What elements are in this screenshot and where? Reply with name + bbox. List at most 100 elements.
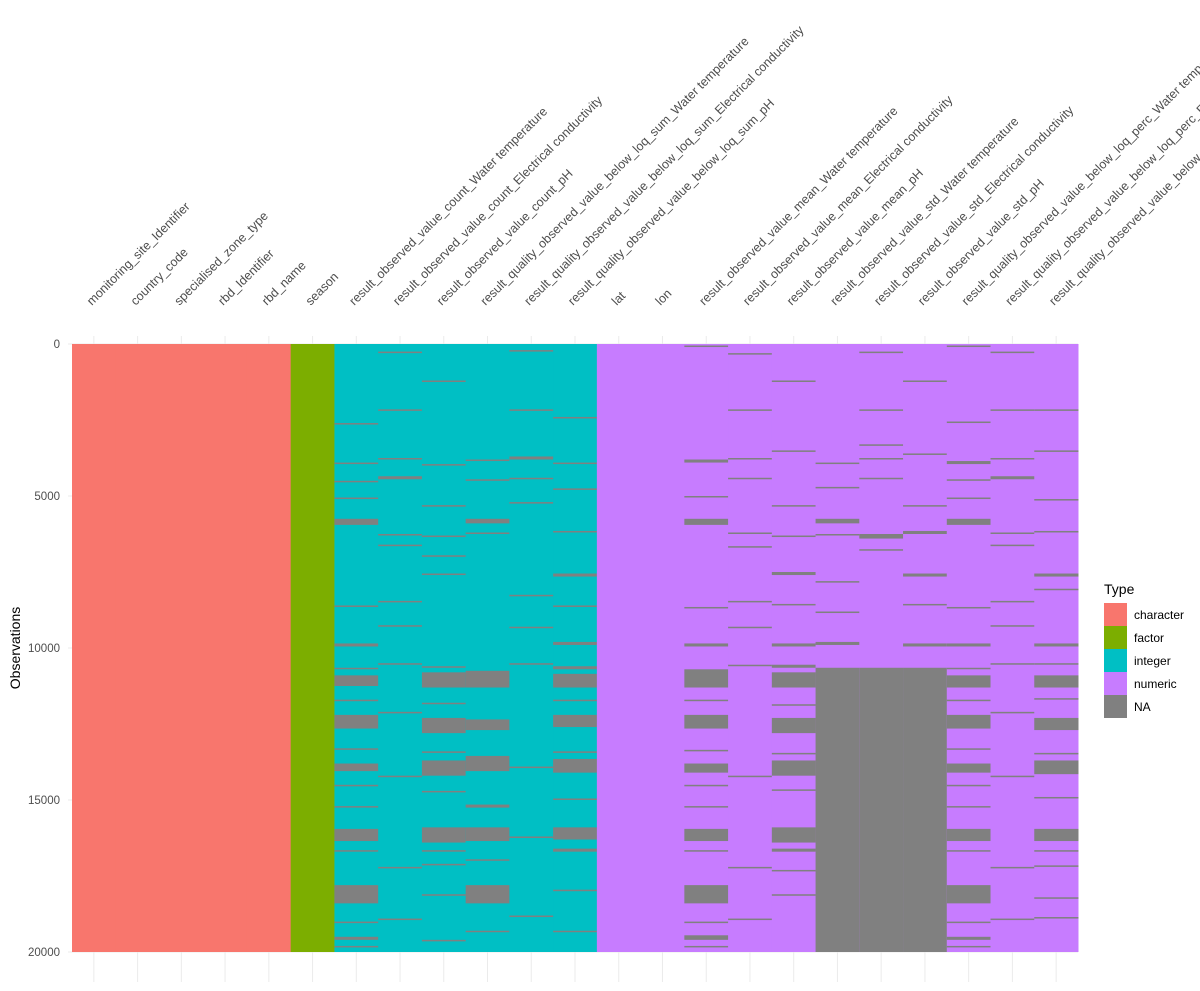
legend-label: numeric bbox=[1134, 677, 1177, 691]
missing-band bbox=[334, 675, 379, 686]
missing-band bbox=[990, 663, 1035, 665]
missing-band bbox=[421, 863, 467, 866]
column-tile bbox=[509, 344, 554, 952]
missing-band bbox=[378, 775, 423, 778]
missing-band bbox=[728, 626, 773, 629]
missing-band bbox=[771, 603, 817, 606]
column-label: lon bbox=[653, 286, 675, 308]
missing-band bbox=[815, 534, 860, 536]
missing-band bbox=[553, 462, 598, 465]
legend-label: character bbox=[1134, 608, 1184, 622]
missing-band bbox=[1034, 573, 1079, 577]
missing-band bbox=[553, 641, 598, 645]
y-axis-ticks: 0 5000 10000 15000 20000 bbox=[28, 339, 60, 959]
missing-band bbox=[946, 784, 992, 787]
column-label: result_observed_value_mean_Water tempera… bbox=[696, 104, 900, 308]
missing-band bbox=[684, 459, 729, 463]
column-label: result_quality_observed_value_below_loq_… bbox=[521, 23, 807, 309]
missing-band bbox=[465, 755, 510, 772]
missing-band bbox=[553, 530, 598, 533]
missing-band bbox=[728, 918, 773, 921]
missing-band bbox=[421, 555, 467, 557]
missing-band bbox=[509, 456, 554, 460]
missing-band bbox=[684, 784, 729, 787]
missing-band bbox=[859, 667, 904, 952]
missing-band bbox=[946, 345, 992, 348]
missing-band bbox=[509, 594, 554, 597]
missing-band bbox=[465, 459, 510, 462]
missing-band bbox=[990, 544, 1035, 547]
missing-band bbox=[421, 535, 467, 538]
legend: Type character factor integer numeric NA bbox=[1104, 581, 1184, 718]
missing-band bbox=[553, 827, 598, 840]
legend-label: NA bbox=[1134, 700, 1151, 714]
missing-band bbox=[509, 350, 554, 352]
missing-band bbox=[990, 625, 1035, 627]
missing-band bbox=[684, 850, 729, 852]
missing-band bbox=[553, 699, 598, 702]
column-tile bbox=[596, 344, 642, 952]
missing-band bbox=[684, 885, 729, 904]
missing-band bbox=[421, 672, 467, 688]
legend-swatch bbox=[1104, 603, 1127, 626]
missing-band bbox=[815, 611, 860, 614]
missing-band bbox=[553, 751, 598, 753]
missing-band bbox=[334, 423, 379, 425]
y-tick-label: 0 bbox=[54, 339, 60, 351]
column-label: result_observed_value_mean_Electrical co… bbox=[740, 92, 956, 308]
missing-band bbox=[1034, 450, 1079, 452]
legend-swatch bbox=[1104, 626, 1127, 649]
missing-band bbox=[509, 502, 554, 504]
missing-band bbox=[859, 444, 904, 446]
missing-band bbox=[378, 625, 423, 627]
missing-band bbox=[771, 664, 817, 668]
missing-band bbox=[553, 758, 598, 773]
missing-band bbox=[990, 409, 1035, 411]
legend-label: factor bbox=[1134, 631, 1164, 645]
missing-band bbox=[509, 477, 554, 480]
missing-band bbox=[684, 606, 729, 609]
missing-band bbox=[553, 930, 598, 933]
missing-band bbox=[771, 717, 817, 734]
y-tick-label: 5000 bbox=[34, 491, 60, 503]
missing-band bbox=[771, 450, 817, 452]
missing-band bbox=[815, 462, 860, 465]
missing-band bbox=[421, 827, 467, 843]
missing-band bbox=[378, 663, 423, 665]
missing-band bbox=[334, 605, 379, 607]
missing-band bbox=[421, 380, 467, 382]
missing-band bbox=[334, 480, 379, 483]
missing-band bbox=[334, 936, 379, 940]
missing-band bbox=[334, 667, 379, 670]
missing-band bbox=[334, 497, 379, 500]
missing-band bbox=[946, 421, 992, 424]
column-label: result_observed_value_count_Electrical c… bbox=[390, 93, 605, 308]
missing-band bbox=[815, 486, 860, 489]
missing-band bbox=[728, 477, 773, 480]
missing-band bbox=[684, 714, 729, 729]
missing-band bbox=[728, 409, 773, 411]
missing-band bbox=[334, 850, 379, 852]
missing-band bbox=[815, 667, 860, 952]
missing-band bbox=[684, 921, 729, 924]
column-tile bbox=[990, 344, 1035, 952]
missing-band bbox=[946, 461, 992, 465]
missing-band bbox=[378, 918, 423, 921]
missing-band bbox=[378, 458, 423, 460]
legend-title: Type bbox=[1104, 581, 1135, 597]
missing-band bbox=[1034, 850, 1079, 852]
missing-band bbox=[1034, 828, 1079, 842]
missing-band bbox=[771, 672, 817, 688]
missing-band bbox=[771, 827, 817, 843]
missing-band bbox=[378, 600, 423, 603]
missing-band bbox=[553, 673, 598, 688]
missing-band bbox=[903, 643, 948, 647]
missing-band bbox=[946, 850, 992, 852]
missing-band bbox=[465, 804, 510, 808]
missing-band bbox=[728, 664, 773, 667]
missing-band bbox=[903, 380, 948, 382]
missing-band bbox=[1034, 760, 1079, 775]
missing-band bbox=[684, 945, 729, 948]
column-tile bbox=[159, 344, 204, 952]
column-label: result_observed_value_count_Water temper… bbox=[347, 104, 551, 308]
